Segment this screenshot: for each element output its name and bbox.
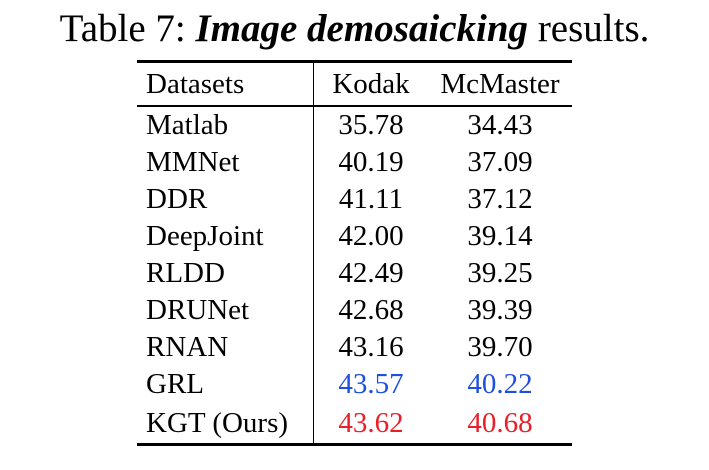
mcmaster-value-cell: 40.22 [467,368,533,400]
table-row: GRL 43.57 40.22 [137,366,572,403]
method-cell: RLDD [137,255,315,292]
mcmaster-value-cell: 39.39 [467,294,533,326]
kodak-value-cell: 42.68 [338,294,404,326]
table-caption: Table 7: Image demosaicking results. [0,6,709,52]
header-mcmaster: McMaster [440,67,560,100]
table-row: RLDD 42.49 39.25 [137,255,572,292]
method-cell: MMNet [137,144,315,181]
table-row: KGT (Ours) 43.62 40.68 [137,403,572,445]
table-row: MMNet 40.19 37.09 [137,144,572,181]
caption-prefix: Table 7: [59,7,196,50]
table-row: RNAN 43.16 39.70 [137,329,572,366]
kodak-value-cell: 41.11 [338,183,404,215]
mcmaster-value-cell: 39.70 [467,331,533,363]
table-row: DDR 41.11 37.12 [137,181,572,218]
method-cell: DRUNet [137,292,315,329]
table-body: Matlab 35.78 34.43 MMNet 40.19 37.09 DDR 41.11 3… [137,106,572,445]
kodak-value-cell: 42.49 [338,257,404,289]
kodak-value-cell: 43.57 [338,368,404,400]
header-kodak: Kodak [332,67,410,100]
method-cell: KGT (Ours) [137,403,315,445]
header-datasets: Datasets [137,61,315,106]
method-cell: GRL [137,366,315,403]
results-table: Datasets Kodak McMaster Matlab 35.78 34.43… [137,60,572,446]
mcmaster-value-cell: 37.12 [467,183,533,215]
kodak-value-cell: 43.62 [338,406,404,439]
header-row: Datasets Kodak McMaster [137,61,572,106]
method-cell: DeepJoint [137,218,315,255]
kodak-value-cell: 35.78 [338,109,404,141]
mcmaster-value-cell: 39.25 [467,257,533,289]
caption-suffix: results. [528,7,650,50]
caption-emphasis: Image demosaicking [195,7,529,50]
mcmaster-value-cell: 40.68 [467,406,533,439]
table-row: DeepJoint 42.00 39.14 [137,218,572,255]
method-cell: Matlab [137,106,315,144]
kodak-value-cell: 43.16 [338,331,404,363]
table-row: Matlab 35.78 34.43 [137,106,572,144]
mcmaster-value-cell: 37.09 [467,146,533,178]
mcmaster-value-cell: 39.14 [467,220,533,252]
kodak-value-cell: 40.19 [338,146,404,178]
table-row: DRUNet 42.68 39.39 [137,292,572,329]
kodak-value-cell: 42.00 [338,220,404,252]
method-cell: DDR [137,181,315,218]
mcmaster-value-cell: 34.43 [467,109,533,141]
method-cell: RNAN [137,329,315,366]
